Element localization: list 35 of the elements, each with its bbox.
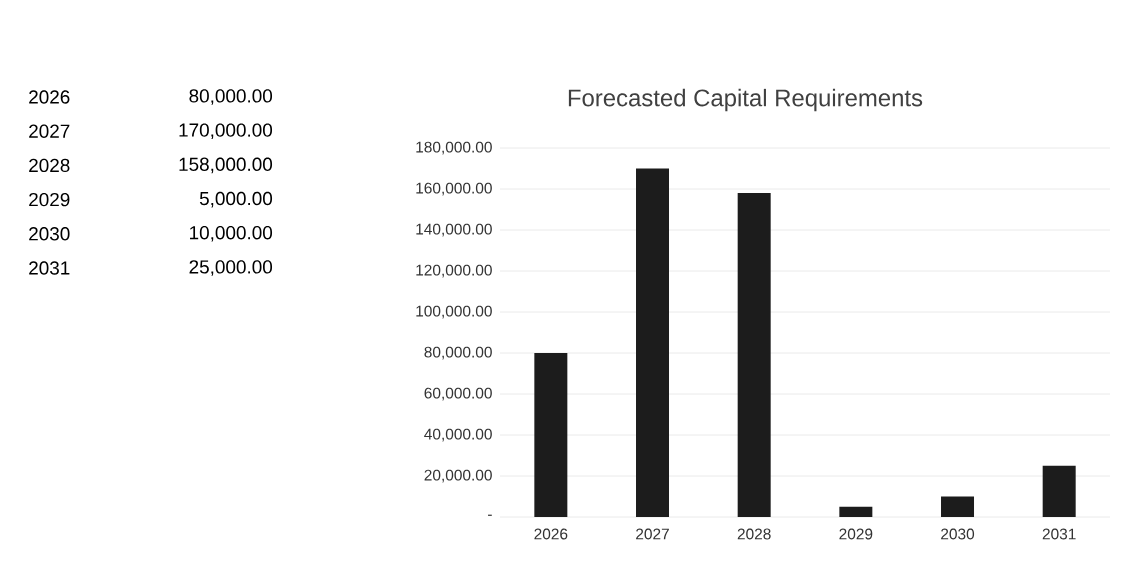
x-tick-label: 2029 <box>839 528 873 540</box>
text: 10,000.00 <box>190 225 273 242</box>
y-tick-label: 40,000.00 <box>424 428 492 442</box>
text: 2031 <box>29 261 70 275</box>
y-tick-label: 160,000.00 <box>416 182 492 196</box>
x-tick-label: 2028 <box>737 528 771 540</box>
text: 2026 <box>29 90 70 104</box>
y-tick-label: 180,000.00 <box>416 141 492 155</box>
text: 158,000.00 <box>179 157 273 174</box>
text: 25,000.00 <box>189 260 273 276</box>
bar <box>534 353 568 518</box>
y-tick-label: - <box>488 514 492 516</box>
bar <box>636 168 670 518</box>
text: 2027 <box>29 124 70 138</box>
x-tick-label: 2030 <box>941 528 975 540</box>
text: 2028 <box>29 158 70 173</box>
x-tick-label: 2031 <box>1042 528 1076 540</box>
text: 5,000.00 <box>199 191 273 208</box>
text: 170,000.00 <box>179 123 273 140</box>
y-tick-label: 60,000.00 <box>424 387 492 401</box>
x-tick-label: 2027 <box>636 528 669 540</box>
text: 2029 <box>29 192 70 207</box>
y-tick-label: 80,000.00 <box>424 346 492 360</box>
bar <box>839 506 873 518</box>
x-tick-label: 2026 <box>534 528 568 540</box>
y-tick-label: 20,000.00 <box>424 469 492 483</box>
y-tick-label: 120,000.00 <box>416 264 492 278</box>
y-tick-label: 100,000.00 <box>416 305 492 319</box>
text: 2030 <box>29 227 70 241</box>
text: 80,000.00 <box>189 89 273 105</box>
bar <box>1042 465 1076 518</box>
chart-title: Forecasted Capital Requirements <box>568 88 923 112</box>
bar <box>941 496 975 518</box>
y-tick-label: 140,000.00 <box>416 223 492 237</box>
bar <box>737 193 771 518</box>
